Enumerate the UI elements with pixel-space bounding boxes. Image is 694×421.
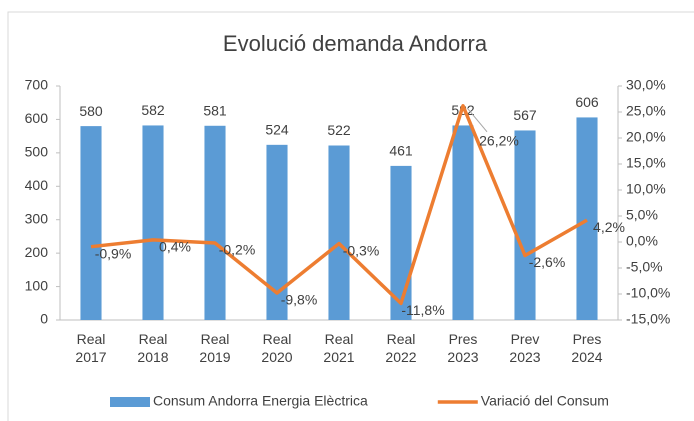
bar xyxy=(576,117,598,321)
y2-tick-label: -5,0% xyxy=(626,259,663,275)
bar xyxy=(142,125,164,321)
legend-swatch xyxy=(110,397,150,407)
y2-tick-label: 15,0% xyxy=(626,155,666,171)
data-label: 580 xyxy=(79,103,103,119)
y2-tick-label: 10,0% xyxy=(626,181,666,197)
y-tick-label: 100 xyxy=(25,277,49,293)
data-label: -0,3% xyxy=(343,242,380,258)
x-tick-label: Real 2021 xyxy=(323,331,354,365)
data-label: 581 xyxy=(203,102,227,118)
data-label: 582 xyxy=(141,102,165,118)
x-tick-label: Real 2018 xyxy=(137,331,168,365)
y-tick-label: 200 xyxy=(25,244,49,260)
y2-tick-label: 25,0% xyxy=(626,103,666,119)
data-label: 606 xyxy=(575,94,599,110)
y2-tick-label: -15,0% xyxy=(626,311,670,327)
y2-tick-label: 5,0% xyxy=(626,207,658,223)
x-tick-label: Real 2017 xyxy=(75,331,106,365)
chart-border xyxy=(7,11,694,421)
data-label: -11,8% xyxy=(401,302,444,318)
data-label: 524 xyxy=(265,122,289,138)
bar xyxy=(266,144,288,320)
data-label: 26,2% xyxy=(479,132,519,148)
legend-label: Variació del Consum xyxy=(481,393,609,409)
y-tick-label: 0 xyxy=(40,311,48,327)
bar xyxy=(80,126,102,320)
bar xyxy=(514,130,536,320)
data-label: -2,6% xyxy=(529,254,566,270)
y-tick-label: 500 xyxy=(25,144,49,160)
x-tick-label: Pres 2023 xyxy=(447,331,478,365)
y2-tick-label: 20,0% xyxy=(626,129,666,145)
data-label: 567 xyxy=(513,107,537,123)
bar xyxy=(328,145,350,320)
data-label: 4,2% xyxy=(593,219,625,235)
data-label: -9,8% xyxy=(281,292,318,308)
bar xyxy=(452,125,474,321)
y-tick-label: 400 xyxy=(25,177,49,193)
y2-tick-label: 0,0% xyxy=(626,233,658,249)
x-tick-label: Real 2020 xyxy=(261,331,292,365)
y-tick-label: 700 xyxy=(25,77,49,93)
data-label: 522 xyxy=(327,122,351,138)
x-tick-label: Real 2022 xyxy=(385,331,416,365)
line xyxy=(90,104,588,306)
data-label: -0,2% xyxy=(219,242,256,258)
data-label: -0,9% xyxy=(95,245,132,261)
bar xyxy=(204,125,226,320)
x-tick-label: Prev 2023 xyxy=(509,331,540,365)
legend-label: Consum Andorra Energia Elèctrica xyxy=(153,393,368,409)
x-tick-label: Pres 2024 xyxy=(571,331,602,365)
data-label: 461 xyxy=(389,143,413,159)
x-tick-label: Real 2019 xyxy=(199,331,230,365)
y2-tick-label: 30,0% xyxy=(626,77,666,93)
y2-tick-label: -10,0% xyxy=(626,285,670,301)
leader-line xyxy=(466,107,488,133)
y-tick-label: 600 xyxy=(25,110,49,126)
y-tick-label: 300 xyxy=(25,210,49,226)
chart-title: Evolució demanda Andorra xyxy=(223,31,488,56)
data-label: 0,4% xyxy=(159,239,191,255)
